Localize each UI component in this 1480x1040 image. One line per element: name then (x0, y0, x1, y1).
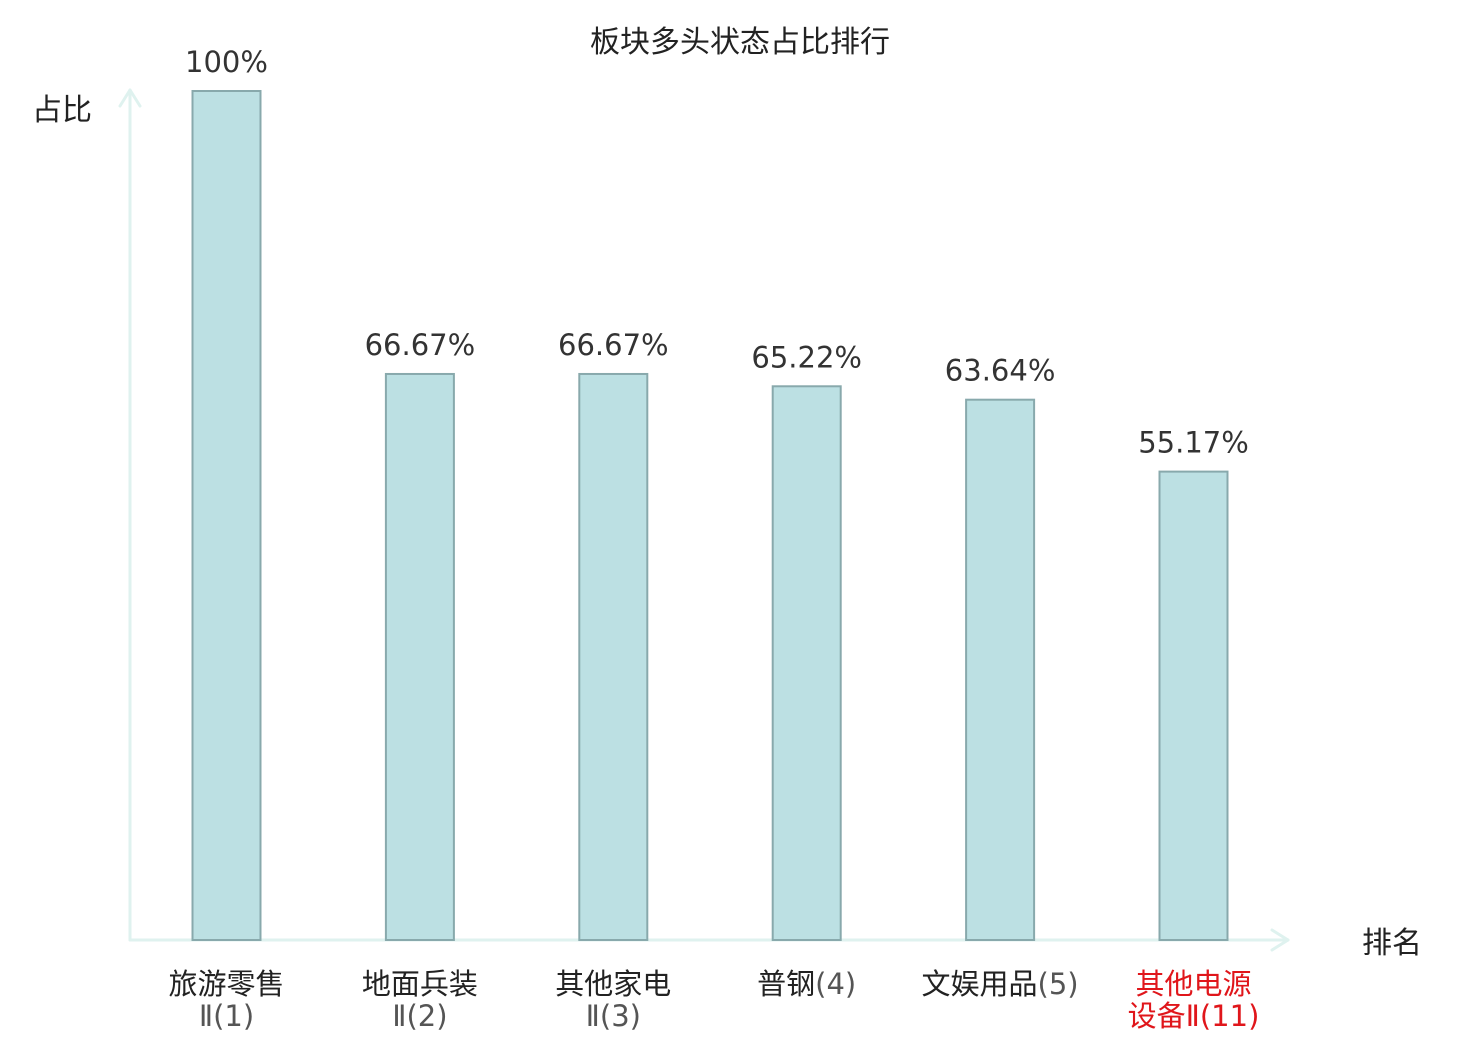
data-label: 100% (185, 45, 268, 79)
x-axis-label: 排名 (1362, 926, 1422, 961)
bar (1158, 470, 1229, 941)
x-tick-label: 文娱用品(5) (922, 967, 1079, 1001)
y-axis-arrow-icon (118, 88, 142, 108)
y-axis-label: 占比 (32, 93, 92, 128)
axes (118, 88, 1290, 952)
bars (191, 90, 1229, 942)
data-label: 66.67% (365, 328, 476, 362)
x-tick-label: 旅游零售 (168, 967, 284, 1001)
x-tick-label: Ⅱ(3) (586, 999, 641, 1033)
data-label: 55.17% (1138, 426, 1249, 460)
x-tick-label: 普钢(4) (757, 967, 856, 1001)
x-tick-label: 地面兵装 (362, 967, 478, 1001)
value-labels: 100% 66.67% 66.67% 65.22% 63.64% 55.17% (185, 45, 1249, 460)
bar (191, 90, 262, 941)
chart-title: 板块多头状态占比排行 (590, 25, 890, 60)
data-label: 63.64% (945, 354, 1056, 388)
x-tick-label: 设备Ⅱ(11) (1128, 999, 1260, 1033)
x-axis-arrow-icon (1270, 928, 1290, 952)
data-label: 66.67% (558, 328, 669, 362)
x-tick-label: Ⅱ(2) (392, 999, 447, 1033)
bar (384, 372, 455, 942)
x-tick-label: 其他电源 (1135, 967, 1251, 1001)
x-tick-label: Ⅱ(1) (199, 999, 254, 1033)
data-label: 65.22% (751, 340, 862, 374)
bar (965, 398, 1036, 941)
bar (771, 385, 842, 941)
bar (578, 372, 649, 942)
x-tick-label: 其他家电 (555, 967, 671, 1001)
